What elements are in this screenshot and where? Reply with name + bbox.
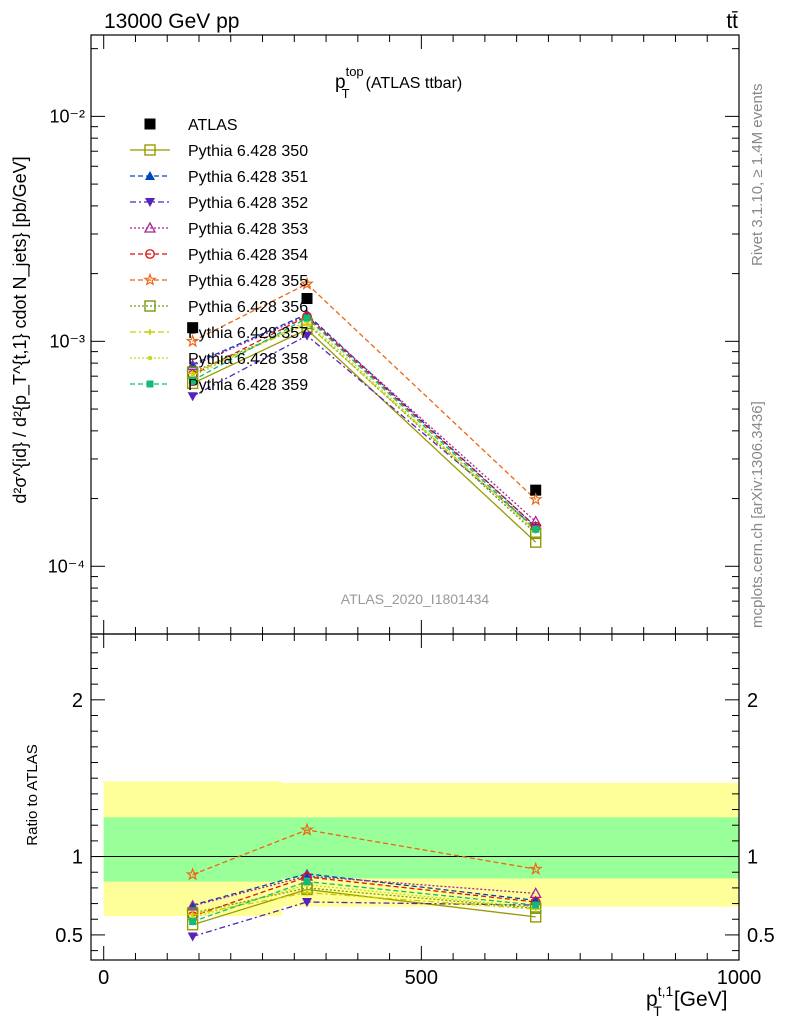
legend-label: Pythia 6.428 356 [188, 299, 308, 316]
analysis-label: ATLAS_2020_I1801434 [341, 591, 490, 607]
legend-marker [145, 249, 155, 259]
ratio-series-line [192, 829, 536, 876]
main-series-point [303, 314, 311, 322]
ratio-series-point [300, 822, 314, 836]
ratio-series-line [192, 888, 536, 926]
ratio-panel: 0.5 0.5 1 1 2 2 0 500 1000 Ratio to ATLAS pt,1 T [… [24, 633, 775, 1019]
ratio-series-point [187, 932, 198, 942]
legend-label: Pythia 6.428 357 [188, 325, 308, 342]
legend-marker [143, 221, 157, 233]
main-title-sup: top [346, 64, 364, 79]
main-series-point [187, 392, 198, 402]
main-y-tick-label: 10⁻² [49, 106, 85, 126]
main-series-point [528, 492, 543, 506]
legend-marker [145, 329, 155, 335]
main-series-line [192, 328, 537, 543]
legend-marker [144, 144, 156, 156]
legend-label: Pythia 6.428 353 [188, 221, 308, 238]
legend-label: Pythia 6.428 355 [188, 273, 308, 290]
legend-marker [147, 355, 153, 361]
legend-label: Pythia 6.428 359 [188, 377, 308, 394]
ratio-band-inner [103, 817, 282, 882]
process-label: tt̄ [726, 10, 738, 33]
legend-marker [145, 171, 155, 180]
legend-marker [143, 272, 157, 286]
ratio-y-tick-label-right: 0.5 [747, 925, 775, 947]
ratio-x-tick-label: 500 [405, 967, 438, 989]
ratio-band-inner [281, 817, 739, 879]
main-ylabel: d²σ^{id} / d²{p_T^{t,1} cdot N_jets} [pb… [10, 156, 31, 503]
ratio-series-point [187, 900, 198, 910]
main-title-rest: (ATLAS ttbar) [366, 75, 463, 92]
main-series-point [189, 376, 197, 384]
energy-label: 13000 GeV pp [104, 10, 239, 33]
legend-marker [145, 198, 155, 207]
legend-label: Pythia 6.428 352 [188, 195, 308, 212]
ratio-series-point [532, 901, 540, 909]
main-series-line [192, 283, 537, 500]
main-series-point [529, 515, 542, 527]
ratio-panel-frame [90, 633, 740, 961]
main-series-point [300, 276, 314, 290]
ratio-series-point [185, 867, 200, 881]
ratio-series-line [192, 873, 536, 906]
main-series-point [187, 322, 199, 334]
main-title: ptop T (ATLAS ttbar) [335, 64, 462, 101]
ratio-series-point [303, 878, 311, 886]
legend: ATLAS Pythia 6.428 350 Pythia 6.428 351 Pyt… [130, 117, 308, 394]
ratio-y-tick-label-right: 2 [747, 690, 758, 712]
ratio-series-point [528, 861, 543, 875]
legend-label: Pythia 6.428 350 [188, 143, 308, 160]
ratio-y-tick-label: 2 [72, 690, 83, 712]
main-series-point [530, 484, 542, 496]
legend-label: Pythia 6.428 351 [188, 169, 308, 186]
ratio-xlabel: pt,1 T [GeV] [646, 983, 728, 1019]
ratio-xlabel-rest: [GeV] [674, 988, 728, 1011]
source-label: mcplots.cern.ch [arXiv:1306.3436] [749, 401, 766, 628]
ratio-x-tick-label: 0 [98, 967, 109, 989]
main-series-point [530, 536, 542, 548]
main-y-tick-label: 10⁻³ [49, 331, 85, 351]
ratio-xlabel-sub: T [653, 1003, 662, 1019]
legend-marker [144, 300, 156, 312]
main-series-point [186, 359, 199, 371]
ratio-xlabel-sup: t,1 [658, 983, 674, 999]
main-panel: 10⁻⁴ 10⁻³ 10⁻² ptop T (ATLAS ttbar) ATLAS_20… [10, 34, 740, 635]
legend-label: Pythia 6.428 354 [188, 247, 308, 264]
ratio-y-tick-label-right: 1 [747, 847, 758, 869]
main-series-point [185, 334, 200, 348]
ratio-series-line [192, 884, 536, 919]
legend-label: ATLAS [188, 117, 238, 134]
ratio-y-tick-label: 1 [72, 847, 83, 869]
main-title-main: p [335, 72, 346, 93]
main-y-tick-label: 10⁻⁴ [48, 556, 85, 576]
ratio-series-point [189, 918, 197, 926]
ratio-series-point [302, 889, 312, 896]
ratio-ylabel: Ratio to ATLAS [24, 744, 41, 845]
ratio-series-line [192, 887, 536, 914]
main-title-sub: T [342, 86, 350, 101]
main-series-point [302, 331, 312, 341]
legend-marker [144, 118, 156, 130]
legend-label: Pythia 6.428 358 [188, 351, 308, 368]
ratio-x-tick-label: 1000 [717, 967, 762, 989]
ratio-xlabel-main: p [646, 988, 658, 1011]
legend-marker [146, 380, 154, 388]
ratio-series-point [302, 898, 312, 908]
main-series-point [301, 293, 313, 305]
main-series-line [192, 314, 537, 523]
main-series-point [532, 525, 540, 533]
rivet-label: Rivet 3.1.10, ≥ 1.4M events [749, 84, 766, 267]
ratio-y-tick-label: 0.5 [55, 925, 83, 947]
ratio-series-point [186, 899, 199, 911]
